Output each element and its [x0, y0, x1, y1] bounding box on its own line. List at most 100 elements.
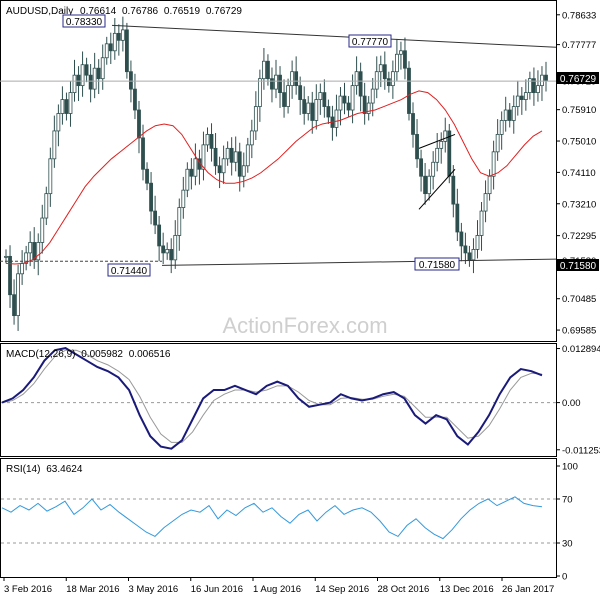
candle-body [185, 168, 190, 191]
candle-body [193, 158, 198, 177]
candle-body [415, 134, 419, 160]
x-tick-label: 18 Mar 2016 [66, 584, 119, 595]
candle-body [471, 249, 476, 261]
candle-body [40, 217, 45, 243]
candle-body [302, 99, 307, 114]
rsi-label: RSI(14) [6, 464, 40, 475]
price-tick-label: 0.75910 [562, 105, 596, 116]
candle-body [306, 102, 311, 114]
price-axis: 0.78633 0.77777 0.76729 0.75910 0.75010 0.741… [556, 10, 596, 337]
candle-body [120, 29, 125, 41]
price-tick-label: 0.70485 [562, 294, 596, 305]
candle-body [467, 252, 472, 261]
overlays [0, 24, 557, 266]
candle-body [217, 165, 222, 174]
candle-body [515, 95, 520, 107]
macd-panel-frame [0, 343, 557, 457]
ohlc-open: 0.76614 [80, 6, 117, 17]
macd-title: MACD(12,26,9) 0.005982 0.006516 [6, 349, 171, 360]
candle-body [60, 99, 65, 114]
x-tick-label: 16 Jun 2016 [191, 584, 243, 595]
candle-body [20, 262, 25, 275]
candle-body [72, 74, 77, 93]
candle-body [24, 252, 29, 264]
candle-body [427, 175, 432, 195]
moving-average-line [5, 90, 543, 265]
last-price-tag [557, 72, 599, 84]
candle-body [149, 182, 153, 212]
wedge-upper-line [418, 133, 456, 149]
support-trendline [161, 258, 557, 266]
candle-body [169, 249, 174, 261]
candle-body [447, 130, 452, 177]
candle-body [407, 67, 411, 114]
candle-body [157, 224, 162, 247]
last-price-label: 0.76729 [560, 74, 597, 85]
candle-body [270, 78, 274, 90]
candle-body [237, 151, 242, 177]
candle-body [326, 106, 331, 118]
price-tick-label: 0.72295 [562, 231, 596, 242]
candle-body [443, 130, 448, 142]
candle-body [181, 189, 186, 208]
candle-body [540, 74, 544, 87]
candle-body [245, 144, 250, 167]
annotation-box-high1 [62, 14, 106, 28]
candle-body [298, 85, 303, 100]
candle-body [12, 294, 16, 317]
macd-value: 0.005982 [81, 349, 123, 360]
candle-body [266, 60, 270, 80]
candle-body [112, 32, 117, 52]
candle-body [431, 161, 436, 177]
candle-body [532, 78, 536, 93]
candle-body [92, 67, 97, 90]
candle-body [225, 147, 230, 160]
candle-body [88, 74, 93, 90]
macd-line [1, 347, 543, 450]
candle-body [129, 71, 133, 90]
macd-signal-value: 0.006516 [129, 349, 171, 360]
candle-body [241, 165, 246, 177]
candle-body [233, 151, 238, 163]
candle-body [475, 235, 480, 250]
x-tick-label: 26 Jan 2017 [502, 584, 554, 595]
candle-body [314, 99, 319, 121]
candle-body [221, 158, 226, 174]
candle-body [463, 245, 468, 254]
price-tick-label: 0.77777 [562, 40, 596, 51]
candle-body [68, 92, 73, 114]
candle-body [455, 203, 460, 233]
price-tick-label: 0.73210 [562, 199, 596, 210]
candle-body [346, 102, 351, 111]
candle-body [249, 130, 254, 146]
rsi-panel: 100 70 30 0 [1, 462, 578, 583]
x-tick-label: 3 Feb 2016 [4, 584, 52, 595]
candle-body [205, 134, 210, 146]
candle-body [435, 147, 440, 163]
candle-body [189, 168, 194, 177]
macd-tick-label: 0.00 [562, 398, 581, 409]
candle-body [394, 53, 399, 73]
candle-body [4, 255, 8, 258]
candle-body [286, 85, 290, 107]
x-tick-label: 1 Aug 2016 [253, 584, 301, 595]
candle-body [124, 29, 129, 73]
candle-body [44, 193, 49, 219]
candle-body [84, 64, 89, 76]
candle-body [386, 78, 391, 87]
candle-body [479, 210, 484, 236]
support-label: 0.71580 [560, 261, 597, 272]
ohlc-low: 0.76519 [164, 6, 201, 17]
annotation-box-low2 [414, 257, 460, 271]
candle-body [483, 193, 488, 212]
rsi-tick-label: 0 [562, 572, 567, 583]
candle-body [382, 64, 387, 80]
candle-body [209, 134, 214, 149]
candle-body [423, 175, 428, 195]
candle-body [342, 95, 347, 104]
candle-body [338, 95, 343, 111]
x-tick-label: 3 May 2016 [129, 584, 179, 595]
candle-body [523, 92, 528, 100]
rsi-panel-frame [0, 458, 557, 578]
